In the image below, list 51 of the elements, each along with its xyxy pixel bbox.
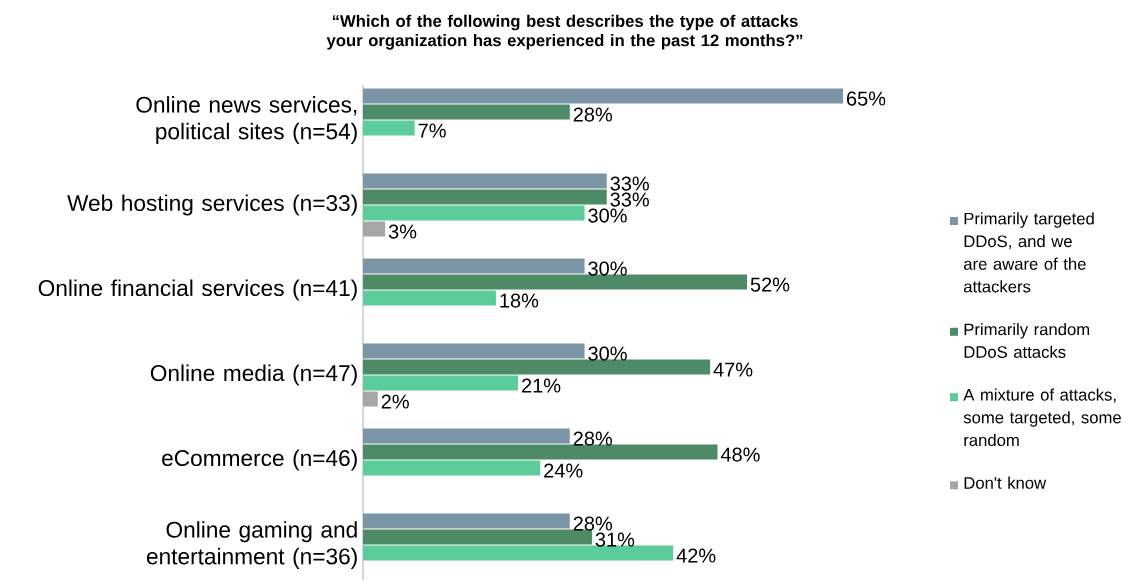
- data-label: 31%: [595, 532, 635, 547]
- chart-title: “Which of the following best describes the type of attacks your organization has experienced in the past 12 months?”: [326, 14, 803, 50]
- bar: [363, 88, 844, 104]
- y-tick-label: Web hosting services (n=33): [67, 194, 357, 216]
- data-label: 28%: [573, 516, 613, 531]
- data-label: 30%: [588, 261, 627, 276]
- bar: [363, 258, 585, 274]
- data-label: 24%: [544, 463, 583, 478]
- bar: [363, 274, 748, 290]
- bar: [363, 359, 711, 375]
- data-label: 21%: [522, 378, 561, 393]
- bar: [363, 189, 607, 205]
- data-label: 3%: [388, 224, 417, 239]
- data-label: 28%: [573, 107, 613, 122]
- y-tick-label: Online media (n=47): [150, 364, 357, 386]
- data-label: 28%: [573, 431, 613, 446]
- bar: [363, 205, 585, 221]
- data-label: 47%: [713, 362, 753, 377]
- data-label: 48%: [720, 447, 760, 462]
- data-label: 7%: [418, 123, 446, 138]
- bar: [363, 428, 570, 444]
- bar: [363, 529, 592, 545]
- bar: [363, 221, 386, 237]
- y-tick-label: Online financial services (n=41): [38, 279, 357, 301]
- bar: [363, 104, 570, 120]
- bar: [363, 173, 607, 189]
- data-label: 52%: [750, 277, 790, 292]
- data-label: 33%: [610, 176, 649, 191]
- y-tick-label: eCommerce (n=46): [162, 449, 357, 471]
- y-tick-label: Online gaming and entertainment (n=36): [146, 521, 357, 569]
- bar: [363, 375, 519, 391]
- data-label: 30%: [588, 208, 627, 223]
- data-label: 2%: [381, 394, 409, 409]
- bar: [363, 290, 496, 306]
- bar: [363, 120, 415, 136]
- data-label: 30%: [588, 346, 627, 361]
- legend-label: Primarily targeted DDoS, and we are aware of the attackers: [963, 212, 1094, 293]
- data-label: 18%: [500, 293, 539, 308]
- bar: [363, 545, 674, 561]
- data-label: 42%: [676, 548, 716, 563]
- bar: [363, 444, 718, 460]
- bar: [363, 343, 585, 359]
- legend-label: Primarily random DDoS attacks: [964, 323, 1090, 358]
- y-tick-label: Online news services, political sites (n=54): [136, 96, 357, 144]
- legend-label: A mixture of attacks, some targeted, some random: [963, 388, 1121, 447]
- data-label: 65%: [847, 91, 886, 106]
- bar: [363, 513, 570, 529]
- data-label: 33%: [610, 192, 649, 207]
- bar: [363, 391, 378, 407]
- legend-label: Don't know: [964, 476, 1047, 489]
- bar: [363, 460, 541, 476]
